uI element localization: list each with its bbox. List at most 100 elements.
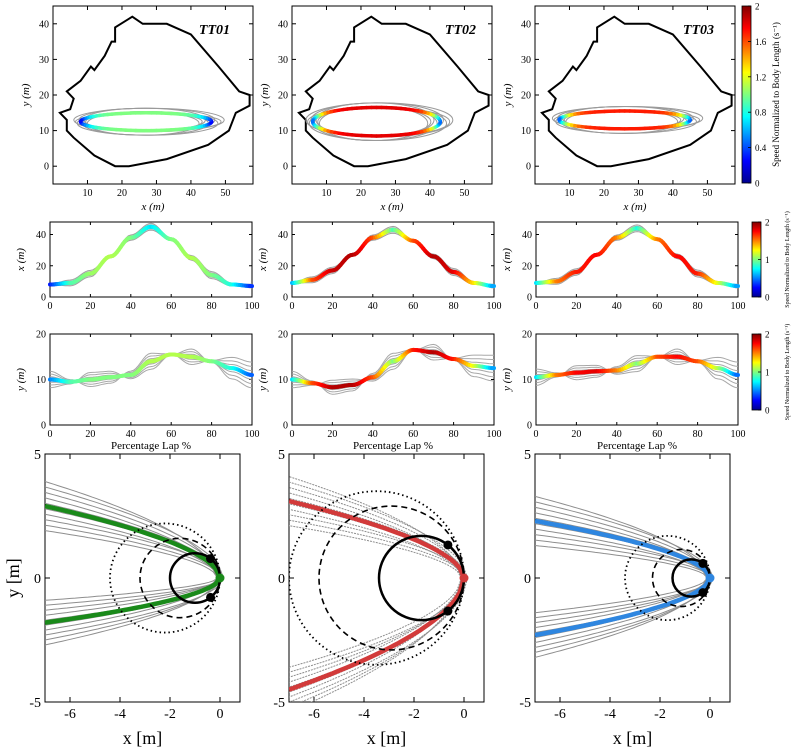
colorbar-tick-label: 2 [755,2,760,12]
plan-1-ytick-label: 30 [278,55,288,66]
xlap-1-frame [291,221,495,298]
turn-1-xtick-label: -2 [408,707,420,722]
turn-2-xtick-label: -6 [554,707,566,722]
panel-title-tt03: TT03 [683,23,714,38]
xlap-0-ytick-label: 40 [36,230,46,241]
xlap-0-ytick-label: 20 [36,261,46,272]
gray-path-lower [535,577,708,629]
turn-0-ytick-label: 0 [34,572,41,587]
solid-circle [377,534,466,622]
gray-path-lower [45,577,224,606]
turn-2-ytick-label: 5 [524,448,531,463]
xlap-1-xtick-label: 100 [487,301,502,312]
ylap-2-xtick-label: 80 [693,429,703,440]
xlap-1-xtick-label: 0 [290,301,295,312]
plan-2-xtick-label: 30 [633,188,643,199]
gray-path-lower [45,577,221,641]
plan-0-ytick-label: 30 [39,55,49,66]
plan-2-ytick-label: 10 [521,126,531,137]
gray-path-lower [535,577,714,619]
gray-path-upper [289,503,465,579]
plan-0-xtick-label: 10 [82,188,92,199]
xlap-2-ytick-label: 40 [522,230,532,241]
turn-plot-area [535,495,715,658]
ylap-1-ytick-label: 0 [283,421,288,432]
ylap-1-frame [291,333,495,426]
plan-0-xtick-label: 50 [220,188,230,199]
ylap-2-ytick-label: 0 [527,421,532,432]
gray-lap [49,222,253,287]
xlap-0-xtick-label: 80 [207,301,217,312]
turn-entry-marker [206,554,216,564]
turn-0-xtick-label: -2 [164,707,176,722]
plan-0-ytick-label: 40 [39,19,49,30]
ylap-0-xtick-label: 20 [85,429,95,440]
plan-0-ytick-label: 20 [39,91,49,102]
turn-exit-marker [443,606,453,616]
plan-1-xtick-label: 20 [356,188,366,199]
xlap-ylabel: x (m) [257,248,269,272]
gray-path-lower [45,577,218,616]
gray-path-upper [289,519,465,579]
ylap-2-ytick-label: 20 [522,330,532,341]
gray-path-lower [299,577,465,702]
xlap-1-ytick-label: 20 [278,261,288,272]
turn-apex-marker [705,573,715,583]
gray-path-lower [45,577,224,636]
ylap-xlabel: Percentage Lap % [353,440,433,452]
colorbar-tick-label: 2 [765,218,770,228]
xlap-ylabel: x (m) [501,248,513,272]
xlap-0-xtick-label: 20 [85,301,95,312]
ylap-1-ytick-label: 10 [278,375,288,386]
plan-2-ytick-label: 40 [521,19,531,30]
colorbar-tick-label: 0.8 [755,108,767,118]
turn-entry-marker [698,558,708,568]
plan-1-ytick-label: 10 [278,126,288,137]
plan-2-xtick-label: 10 [564,188,574,199]
plan-xlabel: x (m) [141,201,165,213]
ylap-0-xtick-label: 0 [48,429,53,440]
gray-path-upper [45,524,221,579]
turn-exit-marker [698,588,708,598]
ylap-xlabel: Percentage Lap % [111,440,191,452]
gray-path-lower [289,577,468,702]
xlap-2-frame [535,221,739,298]
ylap-1-ytick-label: 20 [278,330,288,341]
plan-1-ytick-label: 20 [278,91,288,102]
plan-0-xtick-label: 30 [151,188,161,199]
gray-path-upper [535,506,711,579]
turn-0-xtick-label: 0 [217,707,224,722]
gray-lap [535,224,739,285]
ylap-1-xtick-label: 60 [408,429,418,440]
plan-ylabel: y (m) [502,83,514,107]
gray-lap [292,225,495,285]
plan-0-xtick-label: 40 [186,188,196,199]
dashed-circle [318,505,465,651]
xlap-2-ytick-label: 0 [527,293,532,304]
gray-path-upper [535,528,708,579]
gray-path-lower [289,577,468,673]
turn-entry-marker [443,540,453,550]
plan-1-xtick-label: 40 [425,188,435,199]
turn-apex-marker [215,573,225,583]
xlap-0-xtick-label: 100 [245,301,260,312]
xlap-2-xtick-label: 0 [534,301,539,312]
xlap-0-xtick-label: 60 [166,301,176,312]
panel-title-tt02: TT02 [445,23,476,38]
gray-path-upper [535,539,711,579]
gray-lap [291,343,495,389]
turn-ylabel: y [m] [3,558,23,598]
turn-plot-area [45,481,225,646]
colorbar-tick-label: 0 [755,179,760,189]
turn-xlabel: x [m] [367,728,407,748]
gray-path-upper [289,481,468,579]
gray-path-lower [535,577,708,658]
ylap-2-xtick-label: 0 [534,429,539,440]
xlap-2-xtick-label: 60 [652,301,662,312]
mean-path-upper [535,518,712,580]
gray-path-upper [535,495,708,579]
ylap-1-xtick-label: 80 [449,429,459,440]
gray-lap [49,351,253,386]
ylap-2-frame [535,333,739,426]
